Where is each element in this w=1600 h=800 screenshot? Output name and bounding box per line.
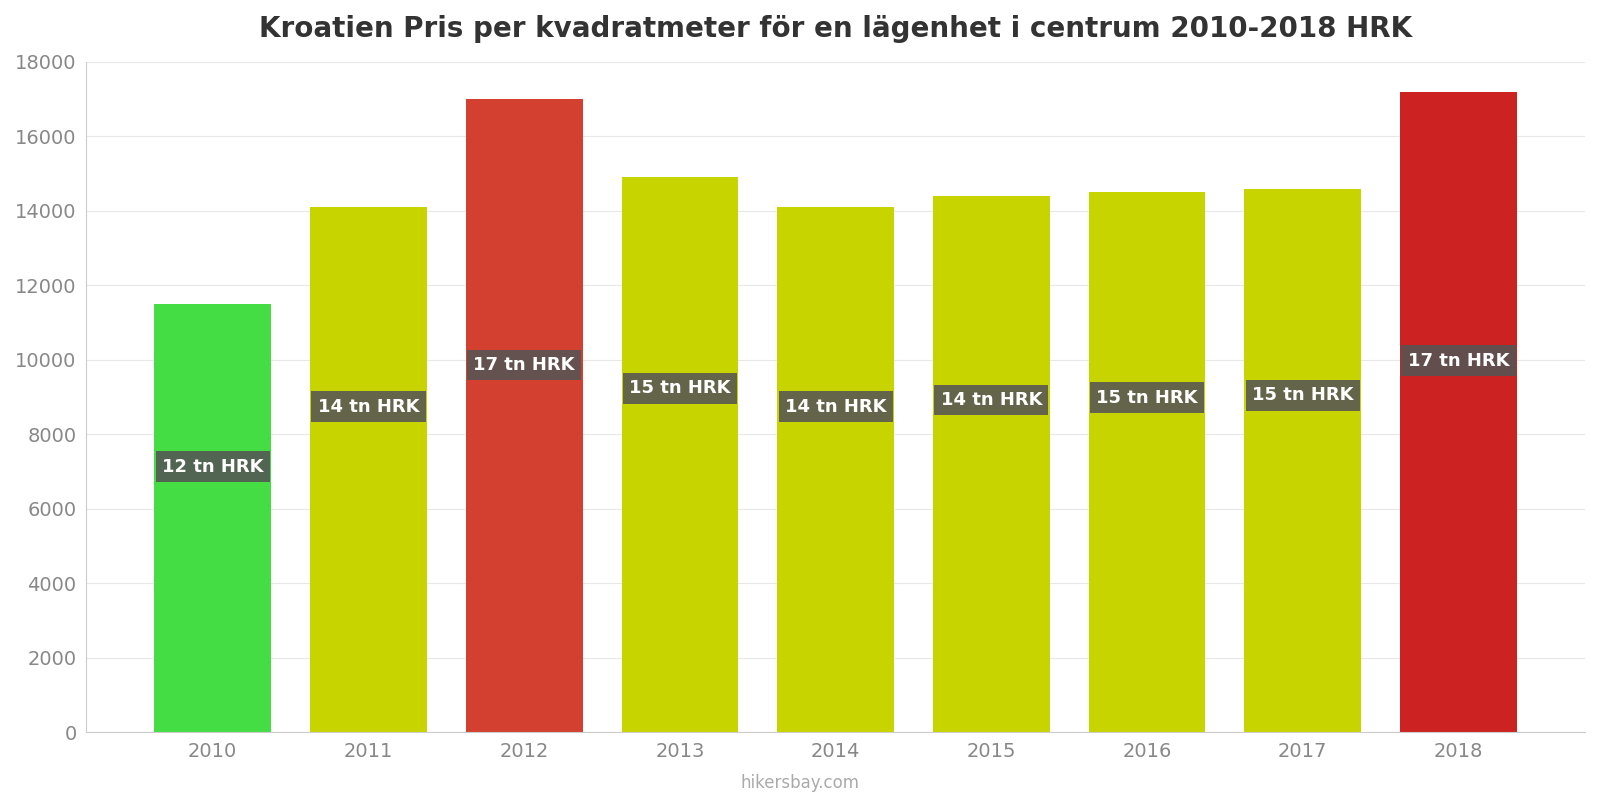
Text: 15 tn HRK: 15 tn HRK [629,379,731,398]
Bar [154,304,270,732]
Text: 14 tn HRK: 14 tn HRK [941,391,1042,409]
Bar [1245,189,1362,732]
Text: 14 tn HRK: 14 tn HRK [318,398,419,416]
Text: 14 tn HRK: 14 tn HRK [786,398,886,416]
Text: 17 tn HRK: 17 tn HRK [474,356,574,374]
Bar [933,196,1050,732]
Bar [466,99,582,732]
Bar [1400,92,1517,732]
Bar [1088,192,1205,732]
Text: 15 tn HRK: 15 tn HRK [1096,389,1198,406]
Bar [621,178,738,732]
Text: hikersbay.com: hikersbay.com [741,774,859,792]
Text: 15 tn HRK: 15 tn HRK [1253,386,1354,404]
Title: Kroatien Pris per kvadratmeter för en lägenhet i centrum 2010-2018 HRK: Kroatien Pris per kvadratmeter för en lä… [259,15,1413,43]
Bar [310,207,427,732]
Bar [778,207,894,732]
Text: 17 tn HRK: 17 tn HRK [1408,352,1509,370]
Text: 12 tn HRK: 12 tn HRK [162,458,264,476]
